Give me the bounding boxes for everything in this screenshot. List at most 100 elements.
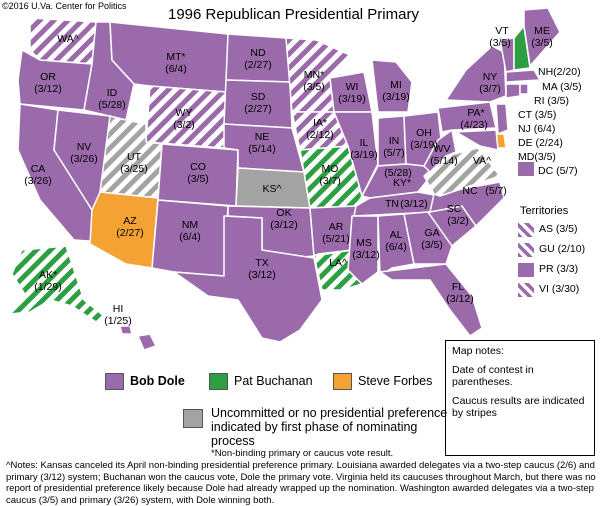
state-nh (513, 25, 531, 71)
label-mn-date: (3/5) (303, 81, 325, 93)
label-wi-date: (3/19) (338, 93, 365, 105)
label-wy: WY (176, 107, 193, 119)
territory-label: PR (3/3) (539, 263, 579, 275)
label-ky-date: (5/28) (384, 167, 411, 179)
legend-buchanan-label: Pat Buchanan (234, 374, 313, 388)
label-sd-date: (2/27) (244, 103, 271, 115)
label-ct: CT (3/5) (518, 109, 556, 121)
footnote-notes: ^Notes: Kansas canceled its April non-bi… (6, 460, 596, 506)
label-wy-date: (3/2) (173, 119, 195, 131)
map-notes-heading: Map notes: (452, 345, 504, 357)
label-ky: KY* (393, 177, 411, 189)
label-ne-date: (5/14) (248, 143, 275, 155)
label-me-date: (3/5) (531, 37, 553, 49)
territory-swatch (518, 283, 534, 297)
territory-label: VI (3/30) (539, 283, 580, 295)
label-nv-date: (3/26) (70, 153, 97, 165)
label-ca: CA (31, 163, 46, 175)
state-tx (173, 215, 323, 343)
label-ca-date: (3/26) (24, 175, 51, 187)
label-nm-date: (6/4) (179, 231, 201, 243)
label-me: ME (534, 25, 550, 37)
label-mt: MT* (166, 51, 185, 63)
label-al: AL (390, 229, 403, 241)
legend-dole-label: Bob Dole (130, 374, 185, 388)
label-mt-date: (6/4) (165, 63, 187, 75)
label-oh-date: (3/19) (410, 139, 437, 151)
label-co: CO (190, 161, 206, 173)
label-sc-date: (3/2) (447, 215, 469, 227)
state-fl (379, 263, 483, 337)
label-or: OR (40, 71, 56, 83)
legend-buchanan-swatch (209, 373, 228, 390)
label-ks: KS^ (263, 183, 282, 195)
label-ok-date: (3/12) (270, 219, 297, 231)
label-id-date: (5/28) (98, 99, 125, 111)
label-fl-date: (3/12) (446, 293, 473, 305)
label-nc-date: (5/7) (485, 185, 507, 197)
state-nj (495, 103, 509, 135)
state-il (333, 111, 379, 197)
label-nd-date: (2/27) (244, 59, 271, 71)
territory-item: GU (2/10) (518, 242, 600, 258)
label-mi-date: (3/19) (382, 91, 409, 103)
territories-title: Territories (520, 205, 569, 217)
label-sd: SD (251, 91, 266, 103)
label-ak: AK* (39, 269, 57, 281)
label-ms-date: (3/12) (352, 249, 379, 261)
label-il: IL (360, 137, 369, 149)
label-tn-date: (3/12) (400, 198, 427, 210)
legend-forbes-swatch (333, 373, 352, 390)
state-pa (437, 101, 497, 133)
label-or-date: (3/12) (34, 83, 61, 95)
territory-swatch (518, 263, 534, 277)
state-mi (371, 59, 413, 113)
territory-item: VI (3/30) (518, 282, 600, 298)
state-ma (505, 69, 541, 83)
label-ut-date: (3/25) (120, 163, 147, 175)
label-hi-date: (1/25) (104, 315, 131, 327)
label-nj: NJ (6/4) (518, 123, 555, 135)
swatch-dc (518, 162, 534, 176)
state-ga (403, 211, 453, 265)
label-ms: MS (356, 237, 372, 249)
territory-item: PR (3/3) (518, 262, 600, 278)
label-ar: AR (329, 221, 344, 233)
label-id: ID (107, 87, 118, 99)
label-tn: TN (385, 198, 399, 210)
label-ut: UT (127, 151, 142, 163)
label-in-date: (5/7) (383, 147, 405, 159)
label-ia-date: (2/12) (306, 129, 333, 141)
label-mn: MN* (304, 69, 324, 81)
label-nh: NH(2/20) (538, 66, 581, 78)
label-ny: NY (483, 71, 498, 83)
label-nc: NC (462, 185, 478, 197)
label-ar-date: (5/21) (322, 233, 349, 245)
label-az-date: (2/27) (116, 227, 143, 239)
map-title: 1996 Republican Presidential Primary (168, 6, 419, 23)
territory-item: AS (3/5) (518, 222, 600, 238)
label-ri: RI (3/5) (534, 95, 569, 107)
label-ny-date: (3/7) (479, 83, 501, 95)
label-ia: IA* (313, 117, 327, 129)
label-la: LA^ (329, 257, 347, 269)
label-ne: NE (255, 131, 270, 143)
map-notes-line2: Caucus results are indicated by stripes (452, 394, 585, 420)
label-in: IN (389, 135, 400, 147)
label-oh: OH (416, 127, 432, 139)
state-ak (9, 245, 105, 323)
label-ma: MA (3/5) (542, 81, 582, 93)
label-tx-date: (3/12) (248, 269, 275, 281)
label-ok: OK (276, 207, 291, 219)
label-tx: TX (255, 257, 268, 269)
territory-label: AS (3/5) (539, 223, 578, 235)
label-dc: DC (5/7) (538, 165, 578, 177)
label-co-date: (3/5) (187, 173, 209, 185)
copyright-text: ©2016 U.Va. Center for Politics (2, 1, 127, 11)
map-notes-line1: Date of contest in parentheses. (452, 363, 534, 389)
label-il-date: (3/19) (350, 149, 377, 161)
state-ct (505, 83, 521, 99)
state-me (523, 7, 561, 67)
label-wv-date: (5/14) (430, 155, 457, 167)
